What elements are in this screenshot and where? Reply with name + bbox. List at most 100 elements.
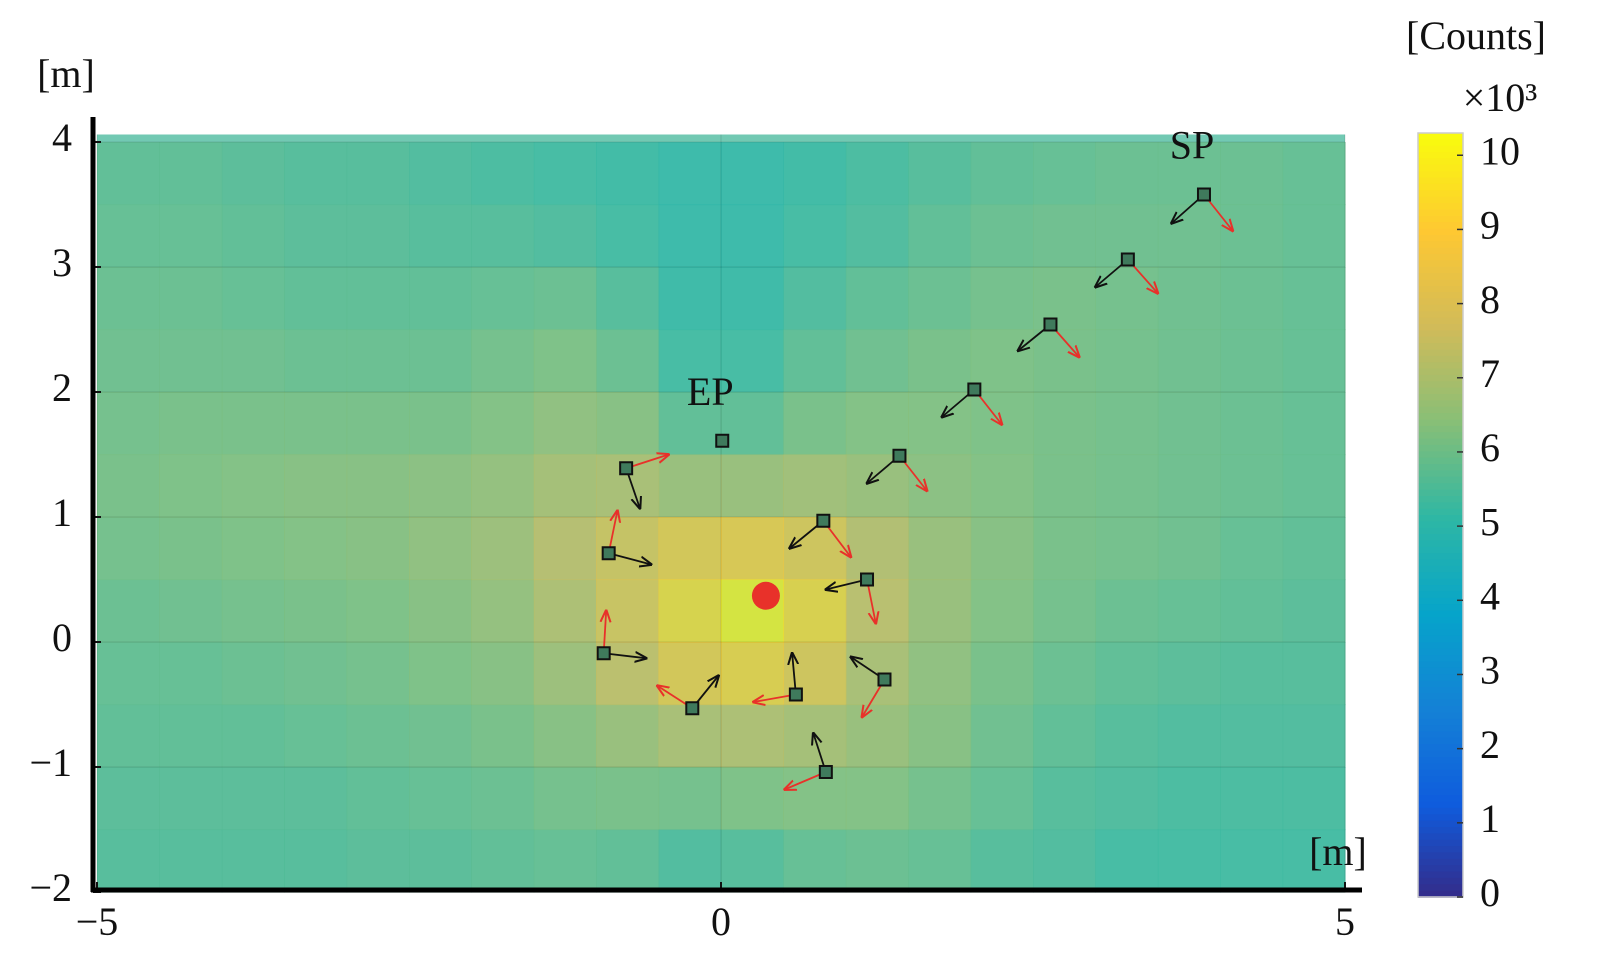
colorbar-swatch xyxy=(1418,807,1463,816)
heat-cell xyxy=(346,204,410,268)
heat-cell xyxy=(1282,142,1346,206)
heat-cell xyxy=(845,517,909,581)
colorbar-swatch xyxy=(1418,852,1463,860)
heat-cell xyxy=(845,579,909,643)
heat-cell xyxy=(409,454,472,518)
colorbar-tick-label: 3 xyxy=(1480,648,1500,693)
heat-cell xyxy=(221,767,285,831)
heat-cell xyxy=(970,204,1034,268)
heat-cell xyxy=(783,267,847,331)
point-label: SP xyxy=(1170,123,1215,168)
heat-cell xyxy=(159,767,223,831)
sensor-point xyxy=(892,448,907,463)
heat-cell xyxy=(908,704,972,768)
heat-cell xyxy=(1033,267,1096,331)
colorbar-swatch xyxy=(1418,648,1463,656)
colorbar-swatch xyxy=(1418,877,1463,886)
heat-cell xyxy=(658,454,722,518)
colorbar-swatch xyxy=(1418,260,1463,268)
heat-cell xyxy=(346,579,410,643)
colorbar-swatch xyxy=(1418,464,1463,472)
colorbar-swatch xyxy=(1418,343,1463,351)
colorbar-swatch xyxy=(1418,139,1463,147)
heat-cell xyxy=(1095,517,1159,581)
heat-cell xyxy=(1282,517,1346,581)
heat-cell xyxy=(1095,267,1159,331)
sensor-point xyxy=(818,765,833,779)
colorbar-swatch xyxy=(1418,527,1463,535)
heat-cell xyxy=(721,704,784,768)
x-axis-label: [m] xyxy=(1309,829,1367,874)
overlay: −2 −1 0 1 2 3 4 −5 0 5 [m] [m] SP EP 0 1 2 3 4 5 6 7 8 9 10 [Coun… xyxy=(29,13,1546,944)
heat-cell xyxy=(1282,329,1346,393)
black-arrow xyxy=(608,552,651,564)
heat-cell xyxy=(1157,454,1221,518)
heat-cell xyxy=(845,329,909,393)
colorbar-swatch xyxy=(1418,292,1463,300)
heat-cell xyxy=(1220,329,1284,393)
colorbar-tick-label: 0 xyxy=(1480,870,1500,915)
heat-cell xyxy=(783,579,847,643)
heat-cell xyxy=(409,392,472,456)
heat-cell xyxy=(1220,392,1284,456)
heat-cell xyxy=(908,392,972,456)
colorbar-swatch xyxy=(1418,158,1463,166)
heat-cell xyxy=(1095,142,1159,206)
colorbar-swatch xyxy=(1418,655,1463,663)
heat-cell xyxy=(1220,142,1284,206)
heat-cell xyxy=(1157,579,1221,643)
heat-cell xyxy=(1033,517,1096,581)
y-tick-label: 4 xyxy=(52,115,72,160)
colorbar-frame xyxy=(1417,132,1464,898)
heat-cell xyxy=(1282,829,1346,893)
colorbar-swatch xyxy=(1418,706,1463,714)
heat-cell xyxy=(1033,829,1096,893)
heat-cell xyxy=(533,142,597,206)
colorbar-swatch xyxy=(1418,782,1463,790)
colorbar-swatch xyxy=(1418,438,1463,446)
heat-cell xyxy=(1282,704,1346,768)
sensor-point xyxy=(1043,317,1058,332)
heat-cell xyxy=(783,329,847,393)
heat-cell xyxy=(346,454,410,518)
heat-cell xyxy=(970,579,1034,643)
colorbar-swatch xyxy=(1418,406,1463,414)
heat-cell xyxy=(159,392,223,456)
heat-cell xyxy=(533,454,597,518)
heat-cell xyxy=(409,267,472,331)
colorbar-tick-label: 2 xyxy=(1480,722,1500,767)
colorbar-swatch xyxy=(1418,330,1463,338)
heat-cell xyxy=(97,829,160,893)
heat-cell xyxy=(721,642,784,706)
heat-cell xyxy=(533,642,597,706)
source xyxy=(751,581,780,610)
colorbar-swatch xyxy=(1418,801,1463,809)
heat-cell xyxy=(1095,704,1159,768)
colorbar-swatch xyxy=(1418,667,1463,675)
colorbar-swatch xyxy=(1418,674,1463,682)
red-arrow xyxy=(866,579,876,624)
red-arrow xyxy=(625,455,668,470)
colorbar-swatch xyxy=(1418,769,1463,777)
heat-cell xyxy=(159,704,223,768)
colorbar-swatch xyxy=(1418,642,1463,650)
heat-cell xyxy=(159,517,223,581)
heat-cell xyxy=(658,204,722,268)
colorbar-tick-label: 10 xyxy=(1480,128,1520,173)
heat-cell xyxy=(845,392,909,456)
heat-cell xyxy=(533,767,597,831)
heat-cell xyxy=(721,767,784,831)
colorbar-swatch xyxy=(1418,890,1463,898)
heat-cell xyxy=(1282,204,1346,268)
heat-cell xyxy=(409,642,472,706)
y-tick-label: −1 xyxy=(29,740,72,785)
heat-cell xyxy=(783,204,847,268)
sensor-point xyxy=(619,461,634,476)
heat-cell xyxy=(783,392,847,456)
heat-cell xyxy=(409,767,472,831)
colorbar-swatch xyxy=(1418,444,1463,453)
colorbar-swatch xyxy=(1418,540,1463,548)
sensor-point xyxy=(967,382,982,397)
heat-cell xyxy=(658,767,722,831)
sensor-point xyxy=(601,546,616,561)
